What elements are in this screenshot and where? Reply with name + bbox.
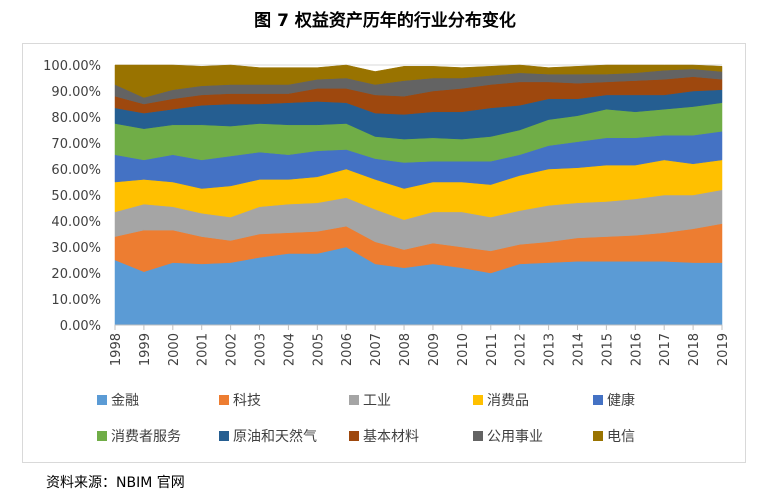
area-电信 bbox=[114, 64, 723, 98]
x-tick-label: 2002 bbox=[225, 333, 240, 366]
legend-label: 公用事业 bbox=[487, 429, 543, 445]
x-tick-label: 2010 bbox=[456, 333, 471, 366]
x-tick-label: 2004 bbox=[282, 333, 297, 366]
x-tick-label: 2007 bbox=[369, 333, 384, 366]
x-tick-label: 2009 bbox=[427, 333, 442, 366]
source-note: 资料来源：NBIM 官网 bbox=[46, 475, 185, 491]
legend-label: 原油和天然气 bbox=[233, 428, 317, 445]
y-tick-label: 10.00% bbox=[51, 293, 101, 308]
legend-label: 消费者服务 bbox=[111, 429, 181, 445]
legend-swatch bbox=[97, 431, 107, 441]
y-tick-label: 80.00% bbox=[51, 111, 101, 126]
x-tick-label: 1999 bbox=[138, 333, 153, 366]
x-tick-label: 2019 bbox=[716, 333, 731, 366]
y-tick-label: 20.00% bbox=[51, 267, 101, 282]
y-tick-label: 90.00% bbox=[51, 85, 101, 100]
x-tick-label: 2008 bbox=[398, 333, 413, 366]
y-tick-label: 0.00% bbox=[60, 319, 101, 334]
x-tick-label: 2003 bbox=[254, 333, 269, 366]
legend-label: 工业 bbox=[363, 393, 391, 409]
x-tick-label: 2018 bbox=[687, 333, 702, 366]
y-axis: 0.00% 10.00% 20.00% 30.00% 40.00% 50.00% 60.00… bbox=[43, 59, 101, 334]
x-tick-label: 2006 bbox=[340, 333, 355, 366]
chart-title: 图 7 权益资产历年的行业分布变化 bbox=[254, 11, 516, 31]
legend-swatch bbox=[473, 431, 483, 441]
x-tick-label: 2013 bbox=[543, 333, 558, 366]
legend-swatch bbox=[473, 395, 483, 405]
y-tick-label: 30.00% bbox=[51, 241, 101, 256]
legend-label: 电信 bbox=[607, 429, 635, 445]
y-tick-label: 50.00% bbox=[51, 189, 101, 204]
legend-swatch bbox=[349, 395, 359, 405]
x-tick-label: 2011 bbox=[485, 333, 500, 366]
area-series bbox=[114, 64, 723, 326]
legend-swatch bbox=[219, 395, 229, 405]
legend-label: 金融 bbox=[111, 393, 139, 409]
y-tick-label: 70.00% bbox=[51, 137, 101, 152]
legend-swatch bbox=[349, 431, 359, 441]
x-axis: 1998 1999 2000 2001 2002 2003 2004 2005 2006 2007… bbox=[109, 324, 731, 366]
x-tick-label: 2015 bbox=[600, 333, 615, 366]
legend-swatch bbox=[219, 431, 229, 441]
legend-label: 健康 bbox=[607, 392, 635, 409]
legend-label: 科技 bbox=[233, 393, 261, 409]
y-tick-label: 40.00% bbox=[51, 215, 101, 230]
legend-swatch bbox=[97, 395, 107, 405]
x-tick-label: 2000 bbox=[167, 333, 182, 366]
legend-label: 消费品 bbox=[487, 393, 529, 409]
x-tick-label: 2017 bbox=[658, 333, 673, 366]
y-tick-label: 60.00% bbox=[51, 163, 101, 178]
y-tick-label: 100.00% bbox=[43, 59, 101, 74]
legend-swatch bbox=[593, 431, 603, 441]
legend-label: 基本材料 bbox=[363, 428, 419, 445]
x-tick-label: 2016 bbox=[629, 333, 644, 366]
x-tick-label: 1998 bbox=[109, 333, 124, 366]
x-tick-label: 2014 bbox=[571, 333, 586, 366]
x-tick-label: 2012 bbox=[514, 333, 529, 366]
legend-swatch bbox=[593, 395, 603, 405]
x-tick-label: 2001 bbox=[196, 333, 211, 366]
x-tick-label: 2005 bbox=[311, 333, 326, 366]
chart-frame bbox=[22, 43, 746, 463]
